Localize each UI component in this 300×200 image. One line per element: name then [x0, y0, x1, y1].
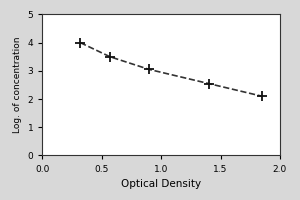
Y-axis label: Log. of concentration: Log. of concentration — [13, 37, 22, 133]
X-axis label: Optical Density: Optical Density — [121, 179, 201, 189]
